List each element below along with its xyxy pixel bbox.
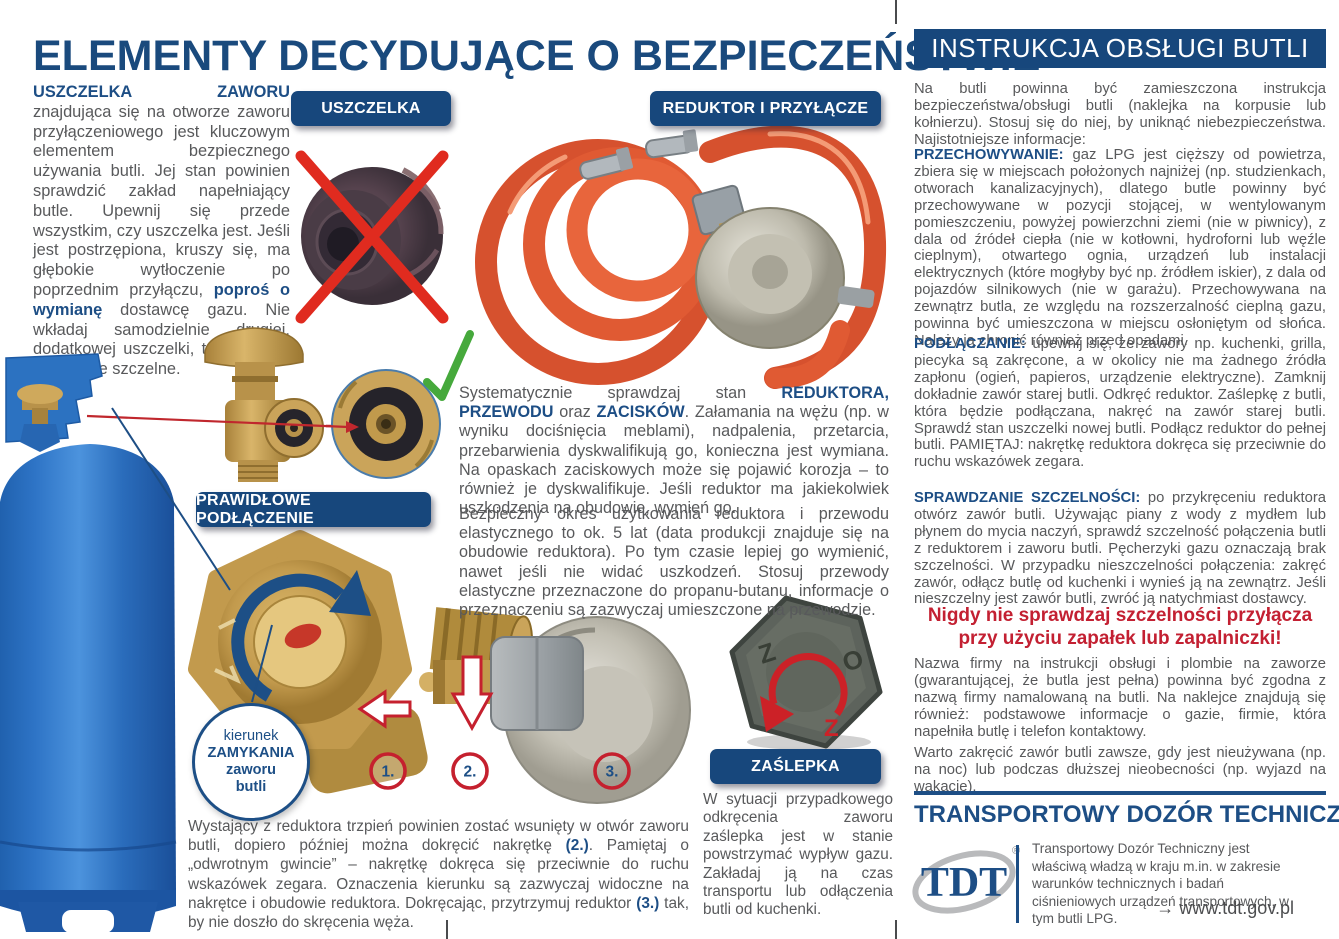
nazwa-firmy-paragraph: Nazwa firmy na instrukcji obsługi i plom… [914,656,1326,740]
trzpien-bold-1: (2.) [565,837,589,855]
cap-image: Z O Z [729,595,883,750]
okres-paragraph: Bezpieczny okres użytkowania reduktora i… [459,505,889,620]
section-text-podlaczanie: upewnij się, że zawory np. kuchenki, gri… [914,336,1326,471]
green-check-icon [423,330,474,401]
rotation-arrow-icon [231,570,371,702]
trzpien-text-2: . Pamiętaj o „odwrotnym gwincie” – nakrę… [188,837,689,912]
page-title: ELEMENTY DECYDUJĄCE O BEZPIECZEŃSTWIE [33,32,1041,80]
zaslepka-paragraph: W sytuacji przypadkowego odkręcenia zawo… [703,791,893,919]
seal-intro-text-1: znajdująca się na otworze zaworu przyłąc… [33,102,290,299]
fold-mark-top [895,0,897,24]
trzpien-text-1: Wystający z reduktora trzpień powinien z… [188,818,689,855]
worn-seal-image [295,150,449,324]
trzpien-bold-2: (3.) [636,894,660,912]
section-lead-przechowywanie: PRZECHOWYWANIE: [914,147,1064,163]
section-podlaczanie: PODŁĄCZANIE: upewnij się, że zawory np. … [914,336,1326,471]
hose-regulator-image [475,125,887,389]
bubble-line-3: zaworu [226,762,276,778]
red-rotation-arrow-icon [760,653,848,732]
step-marker-1: 1. [369,752,407,790]
prawidlowe-podlaczenie-label: PRAWIDŁOWE PODŁĄCZENIE [196,492,431,527]
step-marker-3: 3. [593,752,631,790]
connection-step-image: 1. 2. 3. [357,616,691,804]
section-przechowywanie: PRZECHOWYWANIE: gaz LPG jest cięższy od … [914,147,1326,350]
reduktor-bold-1: REDUKTORA, PRZEWODU [459,384,889,422]
red-arrow-down-icon [450,655,494,732]
no-matches-warning: Nigdy nie sprawdzaj szczelności przyłącz… [927,605,1313,649]
red-arrow-left-icon [357,689,412,729]
reduktor-text-2: oraz [553,403,597,422]
reduktor-paragraph: Systematycznie sprawdzaj stan REDUKTORA,… [459,384,889,518]
trzpien-paragraph: Wystający z reduktora trzpień powinien z… [188,817,689,932]
svg-text:1.: 1. [382,764,395,781]
cylinder-valve-icon [17,384,63,452]
reduktor-text-1: Systematycznie sprawdzaj stan [459,384,782,402]
valve-thread-icon [238,460,278,482]
instruction-intro-paragraph: Na butli powinna być zamieszczona instru… [914,81,1326,148]
tdt-website-link: → www.tdt.gov.pl [1156,898,1294,918]
tdt-description: Transportowy Dozór Techniczny jest właśc… [1032,841,1289,927]
step-marker-2: 2. [451,752,489,790]
zaslepka-label: ZAŚLEPKA [710,749,881,784]
reduktor-text-3: . Załamania na wężu (np. w wyniku dociśn… [459,403,889,518]
fold-mark-bottom-left [446,920,448,939]
tdt-logo: TDT ® [912,845,1020,914]
bubble-line-4: butli [235,779,267,795]
svg-text:3.: 3. [606,764,619,781]
warto-zakrecic-paragraph: Warto zakręcić zawór butli zawsze, gdy j… [914,745,1326,795]
valve-knob-image [188,530,533,794]
reduktor-bold-2: ZACISKÓW [596,403,685,422]
trzpien-text-3: tak, by nie doszło do skręcenia węża. [188,894,689,932]
cap-arrow-letter: Z [824,715,839,742]
section-divider [914,791,1326,795]
fold-mark-bottom-right [895,920,897,939]
seal-intro-paragraph: USZCZELKA ZAWORU znajdująca się na otwor… [33,83,290,380]
closing-direction-bubble: kierunek ZAMYKANIA zaworu butli [192,703,310,821]
tdt-divider [1016,845,1019,923]
section-lead-sprawdzanie: SPRAWDZANIE SZCZELNOŚCI: [914,490,1141,506]
uszczelka-label: USZCZELKA [291,91,451,126]
right-column-header: INSTRUKCJA OBSŁUGI BUTLI [914,29,1326,68]
regulator-icon [691,184,875,349]
section-text-sprawdzanie: po przykręceniu reduktora otwórz zawór b… [914,490,1327,608]
tdt-logo-text: TDT [921,860,1007,906]
reduktor-przylacze-label: REDUKTOR I PRZYŁĄCZE [650,91,881,126]
valve-image [204,327,474,482]
section-text-przechowywanie: gaz LPG jest cięższy od powietrza, zbier… [914,147,1326,349]
red-cross-icon [295,150,449,324]
seal-intro-bold: poproś o wymianę [33,280,290,319]
gas-cylinder-image [0,353,177,933]
bubble-line-1: kierunek [223,728,279,744]
seal-intro-lead: USZCZELKA ZAWORU [33,83,290,101]
svg-text:2.: 2. [464,764,477,781]
section-lead-podlaczanie: PODŁĄCZANIE: [914,336,1026,352]
tdt-logo-swoosh-icon [912,850,1016,914]
seal-closeup-image [331,369,441,479]
section-sprawdzanie: SPRAWDZANIE SZCZELNOŚCI: po przykręceniu… [914,490,1326,608]
tdt-heading: TRANSPORTOWY DOZÓR TECHNICZNY [914,801,1339,828]
bubble-line-2: ZAMYKANIA [207,745,295,761]
hose-clamp-icon [579,129,699,180]
engraved-arrow-icon [214,618,241,684]
